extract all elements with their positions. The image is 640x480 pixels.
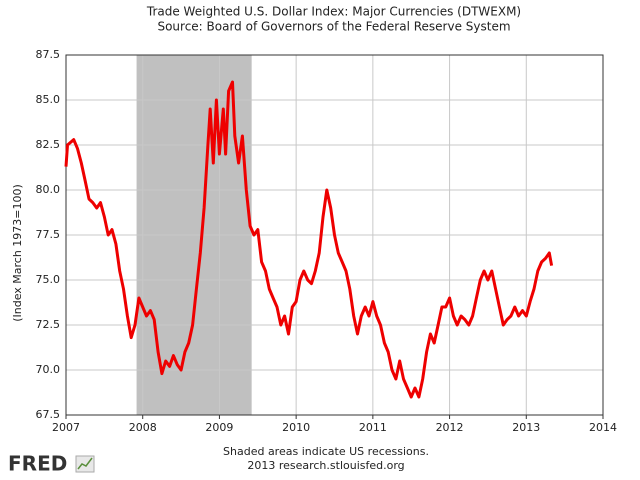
x-tick-label: 2008 xyxy=(129,421,157,434)
y-tick-label: 80.0 xyxy=(36,183,61,196)
y-axis-label: (Index March 1973=100) xyxy=(11,184,24,322)
x-tick-label: 2011 xyxy=(359,421,387,434)
plot-frame xyxy=(65,54,604,416)
x-tick-label: 2013 xyxy=(512,421,540,434)
fred-logo: FRED xyxy=(8,452,67,476)
x-tick-label: 2012 xyxy=(436,421,464,434)
chart-title: Trade Weighted U.S. Dollar Index: Major … xyxy=(146,5,521,19)
y-tick-label: 87.5 xyxy=(36,48,61,61)
x-tick-label: 2009 xyxy=(205,421,233,434)
y-tick-label: 77.5 xyxy=(36,228,61,241)
x-tick-label: 2007 xyxy=(52,421,80,434)
x-tick-label: 2014 xyxy=(589,421,617,434)
source-note: 2013 research.stlouisfed.org xyxy=(247,459,404,472)
data-line xyxy=(64,80,554,399)
recession-note: Shaded areas indicate US recessions. xyxy=(223,445,429,458)
y-tick-label: 82.5 xyxy=(36,138,61,151)
chart-subtitle: Source: Board of Governors of the Federa… xyxy=(157,20,510,34)
y-tick-label: 67.5 xyxy=(36,408,61,421)
y-tick-label: 72.5 xyxy=(36,318,61,331)
x-tick-label: 2010 xyxy=(282,421,310,434)
logo-icon xyxy=(75,455,95,473)
y-tick-label: 75.0 xyxy=(36,273,61,286)
y-tick-label: 85.0 xyxy=(36,93,61,106)
y-tick-label: 70.0 xyxy=(36,363,61,376)
